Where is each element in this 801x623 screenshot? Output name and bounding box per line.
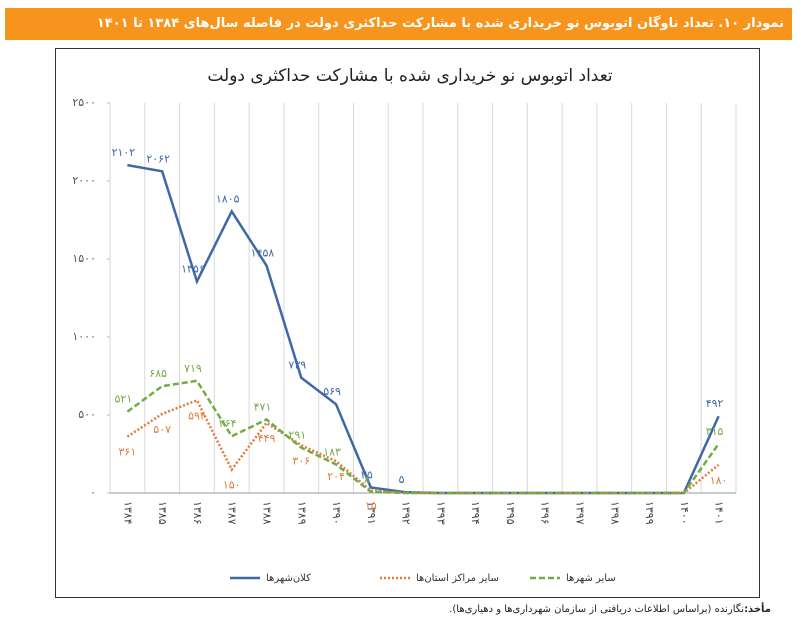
x-tick-label: ۱۳۹۵ <box>504 501 517 525</box>
data-label: ۲۰۶۲ <box>146 152 170 165</box>
data-label: ۵ <box>399 473 405 486</box>
data-label: ۵۹۴ <box>188 409 206 422</box>
y-tick-label: ۵۰۰ <box>78 408 96 421</box>
x-tick-label: ۱۳۸۹ <box>295 501 308 525</box>
source: مأخذ:نگارنده (براساس اطلاعات دریافتی از … <box>449 604 771 615</box>
y-tick-label: ۲۰۰۰ <box>72 174 96 187</box>
x-tick-label: ۱۴۰۰ <box>678 501 691 525</box>
data-label: ۸ <box>364 473 370 486</box>
data-label: ۳۵ <box>361 469 373 482</box>
x-tick-label: ۱۳۹۹ <box>643 501 656 525</box>
data-label: ۱۳۵۶ <box>181 262 205 275</box>
data-label: ۱۴۵۸ <box>251 247 275 260</box>
y-tick-label: ۲۵۰۰ <box>72 96 96 109</box>
data-label: ۱۵۰ <box>223 479 241 492</box>
series-line <box>126 379 720 495</box>
source-text: نگارنده (براساس اطلاعات دریافتی از سازما… <box>449 604 745 615</box>
x-tick-label: ۱۳۹۳ <box>434 501 447 525</box>
data-label: ۴۹۲ <box>706 397 724 410</box>
y-tick-label: ۰ <box>90 486 96 499</box>
data-label: ۱۸۰۵ <box>216 192 240 205</box>
chart-title: تعداد اتوبوس نو خریداری شده با مشارکت حد… <box>207 66 613 86</box>
data-label: ۶۸۵ <box>149 367 167 380</box>
y-tick-label: ۱۰۰۰ <box>72 330 96 343</box>
data-label: ۳۶۴ <box>219 417 237 430</box>
y-tick-label: ۱۵۰۰ <box>72 252 96 265</box>
x-tick-label: ۱۳۹۰ <box>330 501 343 525</box>
legend-label: سایر مراکز استان‌ها <box>416 573 499 584</box>
legend-label: سایر شهرها <box>566 573 616 584</box>
data-label: ۳۶۱ <box>119 446 137 459</box>
data-label: ۷۱۹ <box>184 362 202 375</box>
data-label: ۳۰۶ <box>292 454 310 467</box>
x-tick-label: ۱۳۸۵ <box>156 501 169 525</box>
x-tick-label: ۱۳۹۲ <box>400 501 413 525</box>
data-label: ۲۹۱ <box>288 429 306 442</box>
x-tick-label: ۱۳۸۷ <box>226 501 239 525</box>
source-label: مأخذ: <box>744 604 771 615</box>
x-tick-label: ۱۳۹۶ <box>539 501 552 525</box>
x-tick-label: ۱۳۹۱ <box>365 501 378 525</box>
x-tick-label: ۱۳۸۴ <box>121 501 134 525</box>
data-label: ۴۷۱ <box>254 401 272 414</box>
x-tick-label: ۱۳۹۸ <box>608 501 621 525</box>
data-label: ۴۴۹ <box>258 432 276 445</box>
x-tick-label: ۱۳۸۶ <box>191 501 204 525</box>
chart-frame <box>55 48 760 598</box>
data-label: ۱۵ <box>365 500 377 513</box>
x-tick-label: ۱۳۹۷ <box>574 501 587 525</box>
data-label: ۵۰۷ <box>153 423 171 436</box>
data-label: ۷۳۹ <box>288 359 306 372</box>
data-label: ۲۰۴ <box>327 470 345 483</box>
data-label: ۱۸۳ <box>323 445 341 458</box>
data-label: ۵۲۱ <box>115 393 133 406</box>
x-tick-label: ۱۴۰۱ <box>713 501 726 525</box>
legend-label: کلان‌شهرها <box>266 573 311 584</box>
data-label: ۲۱۰۲ <box>112 146 136 159</box>
data-label: ۳۱۵ <box>706 425 724 438</box>
data-label: ۱۸۰ <box>710 474 728 487</box>
header-title: نمودار ۱۰. تعداد ناوگان اتوبوس نو خریدار… <box>5 8 792 40</box>
data-label: ۵۶۹ <box>323 385 341 398</box>
x-tick-label: ۱۳۹۴ <box>469 501 482 525</box>
x-tick-label: ۱۳۸۸ <box>261 501 274 525</box>
